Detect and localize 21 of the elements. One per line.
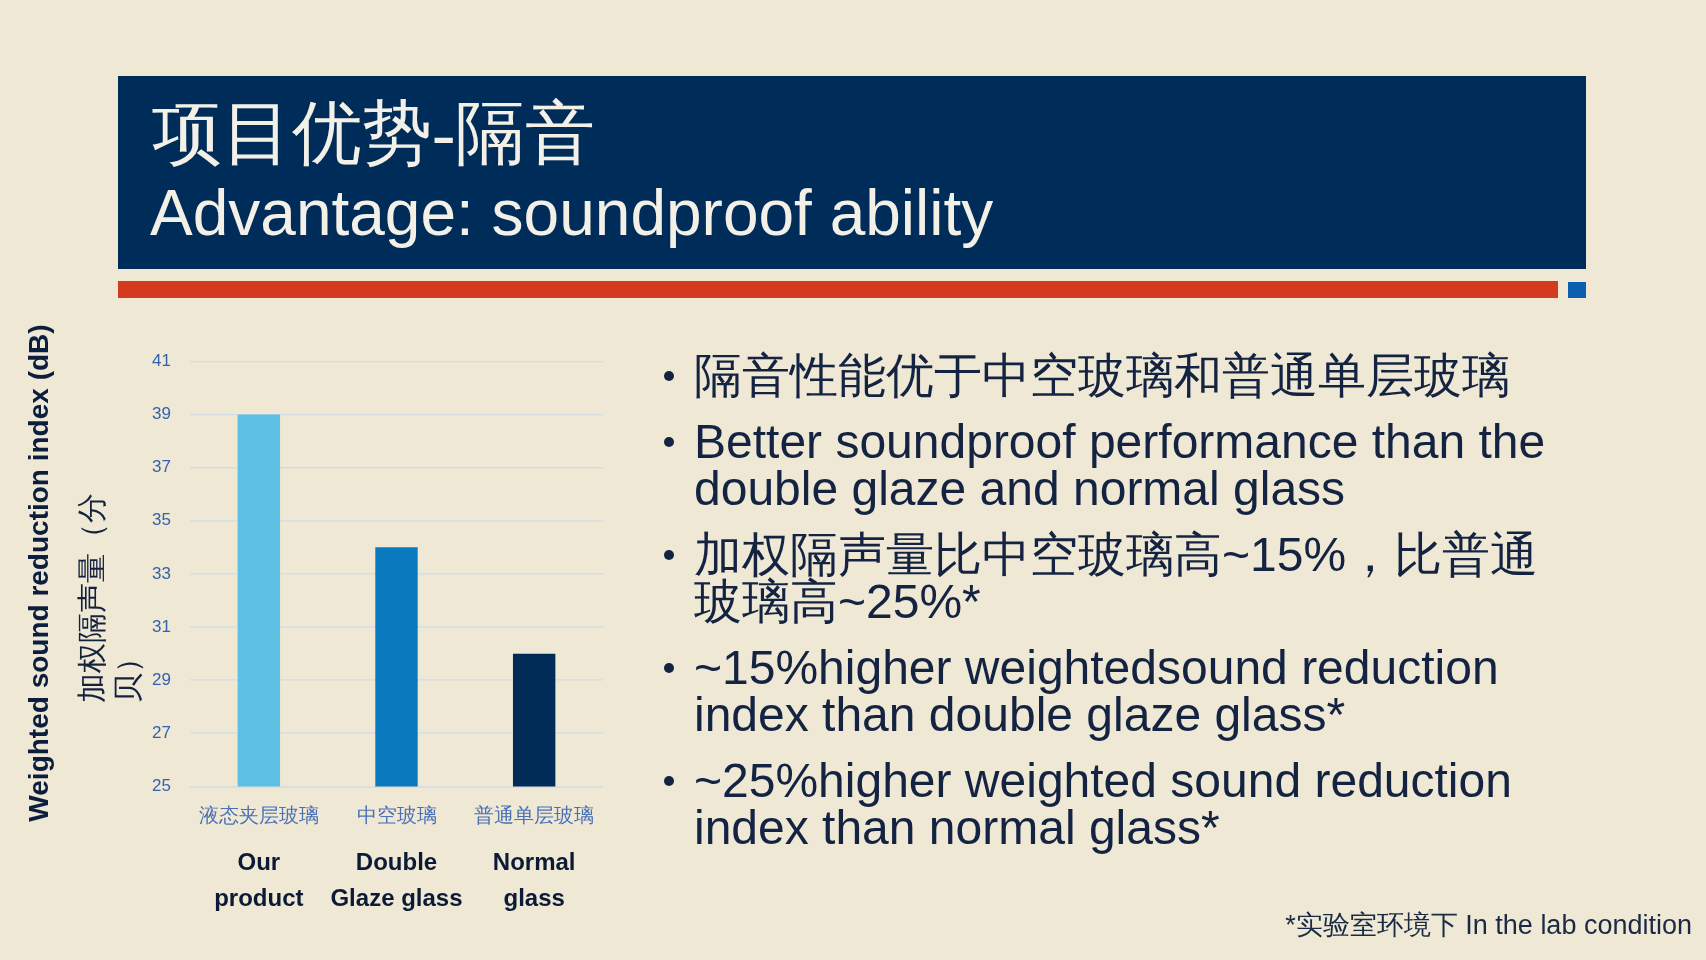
x-tick-label: 中空玻璃 Double Glaze glass bbox=[329, 803, 464, 913]
y-tick-label: 41 bbox=[152, 350, 171, 370]
y-tick-label: 37 bbox=[152, 457, 171, 477]
y-axis-title: Weighted sound reduction index (dB) 加权隔声量（分贝） bbox=[23, 324, 145, 822]
y-tick-label: 25 bbox=[152, 776, 171, 796]
y-tick-label: 29 bbox=[152, 669, 171, 689]
text: ~25%higher weighted sound reduction index than normal glass* bbox=[694, 754, 1512, 854]
text: Better soundproof performance than the double glaze and normal glass bbox=[694, 415, 1546, 515]
y-tick-label: 39 bbox=[152, 403, 171, 423]
text: 隔音性能优于中空玻璃和普通单层玻璃 bbox=[694, 349, 1510, 402]
y-tick-label: 35 bbox=[152, 510, 171, 530]
chart-title: 项目优势-隔音 bbox=[152, 95, 596, 172]
chart-subtitle: Advantage: soundproof ability bbox=[150, 177, 994, 249]
text: ~15%higher weightedsound reduction index than double glaze glass* bbox=[694, 641, 1499, 741]
text: 加权隔声量比中空玻璃高~15%，比普通玻璃高~25%* bbox=[694, 528, 1539, 628]
y-tick-label: 31 bbox=[152, 616, 171, 636]
x-tick-label: 普通单层玻璃 Normal glass bbox=[473, 803, 596, 913]
x-tick-label: 液态夹层玻璃 Our product bbox=[197, 803, 320, 913]
text: *实验室环境下 In the lab condition bbox=[1285, 909, 1692, 941]
y-tick-label: 33 bbox=[152, 563, 171, 583]
y-tick-label: 27 bbox=[152, 722, 171, 742]
